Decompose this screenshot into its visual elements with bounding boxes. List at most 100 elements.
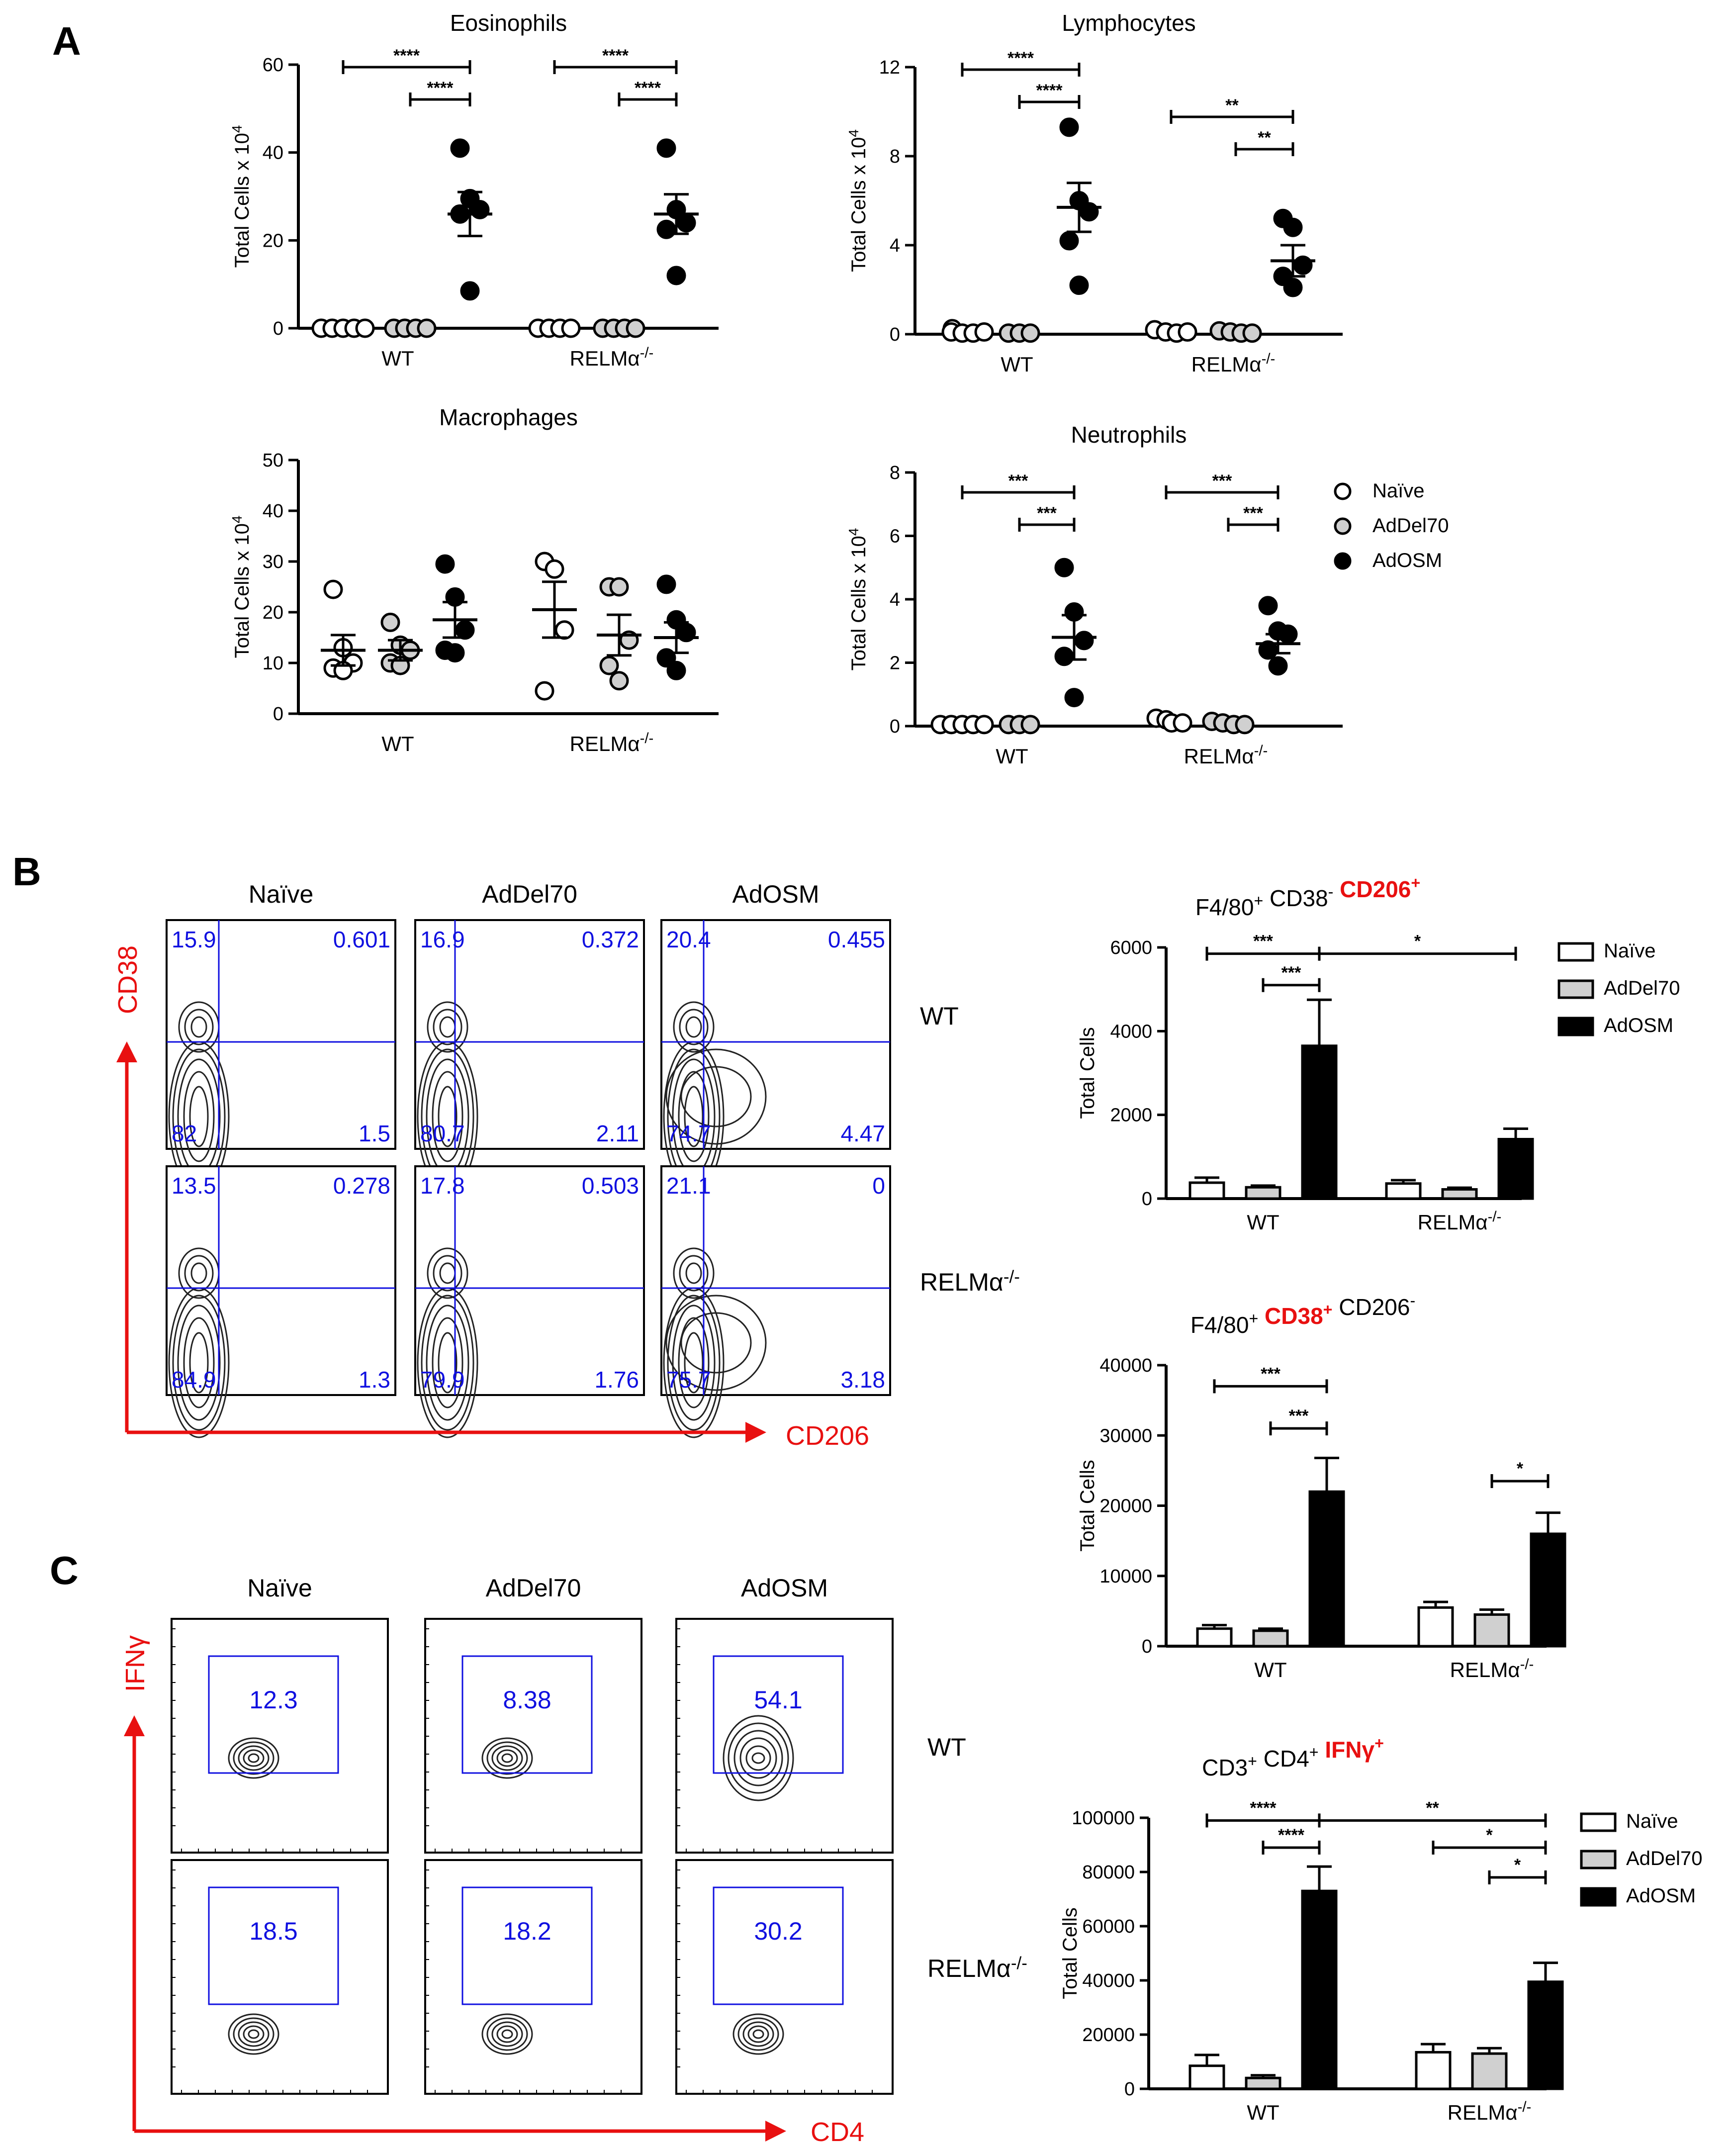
lymphocytes-point (1178, 322, 1197, 342)
lymphocytes-point (1242, 323, 1262, 343)
flow-c-panel-frame (675, 1618, 894, 1854)
lymphocytes-sig-label: **** (1036, 81, 1063, 100)
flow-c-panel-frame (424, 1618, 642, 1854)
lymphocytes-point (1059, 231, 1079, 251)
flow-b-contour (184, 1255, 214, 1292)
lymphocytes-y-tick-label: 4 (890, 235, 900, 256)
flow-c-contour (248, 1753, 260, 1763)
eosinophils-point (666, 266, 686, 285)
flow-c-panel: 18.5 (171, 1859, 389, 2095)
flow-c-gate-value: 12.3 (249, 1686, 297, 1714)
eosinophils-point (470, 200, 490, 219)
macrophages-y-tick-label: 20 (263, 602, 283, 623)
flow-c-contour (737, 2017, 779, 2051)
lymphocytes-point (1283, 217, 1303, 237)
flow-b-panel-frame (660, 919, 891, 1150)
ifng-bar (1188, 2064, 1225, 2090)
flow-b-contour (189, 1086, 209, 1147)
flow-c-contour (486, 1741, 528, 1775)
cd38-sig-label: *** (1289, 1406, 1309, 1425)
flow-b-contour (685, 1262, 702, 1284)
flow-c-column-1: AdDel70 (486, 1574, 581, 1602)
cd38-bar (1530, 1532, 1566, 1648)
flow-b-panel: 20.4 0.455 74.7 4.47 (660, 919, 891, 1192)
lymphocytes-y-tick-label: 12 (879, 57, 900, 78)
flow-b-column-2: AdOSM (732, 880, 819, 908)
neutrophils-y-tick-label: 2 (890, 653, 900, 674)
flow-b-contour (427, 1001, 468, 1053)
neutrophils-group-label: WT (996, 745, 1028, 768)
flow-c-gate-value: 54.1 (754, 1686, 802, 1714)
neutrophils-point (1268, 656, 1288, 676)
ifng-legend-label: AdOSM (1626, 1885, 1696, 1907)
neutrophils-point (1074, 631, 1094, 651)
eosinophils-y-tick-label: 0 (273, 318, 283, 339)
flow-c-gate-value: 18.2 (503, 1917, 551, 1945)
eosinophils-sig-label: **** (635, 79, 661, 97)
panel-label-c: C (50, 1548, 79, 1592)
neutrophils-sig-label: *** (1212, 471, 1232, 490)
flow-b-contour (680, 1312, 752, 1374)
flow-c-contour (745, 1745, 771, 1771)
legend-a-label-adosm: AdOSM (1372, 550, 1442, 571)
cd38-bar (1196, 1627, 1233, 1648)
cd206-bar (1188, 1181, 1225, 1200)
cd206-legend-label: AdDel70 (1604, 977, 1680, 999)
flow-b-panel-frame (660, 1165, 891, 1396)
eosinophils-group-label: RELMα-/- (570, 345, 654, 370)
cd206-legend-swatch (1557, 1017, 1594, 1036)
eosinophils-dot-plot: Eosinophils Total Cells x 104 0 20 40 60 WT REL… (229, 10, 719, 370)
macrophages-point (545, 559, 564, 579)
lymphocytes-y-label: Total Cells x 104 (846, 129, 870, 272)
ifng-sig-label: **** (1278, 1826, 1305, 1845)
flow-c-contour (238, 2021, 270, 2047)
eosinophils-title: Eosinophils (450, 10, 567, 36)
cd206-bar (1441, 1188, 1478, 1200)
flow-b-contour (190, 1016, 207, 1038)
flow-b-contour (438, 1332, 457, 1394)
flow-b-q3: 79.9 (420, 1367, 465, 1393)
flow-b-contour (684, 1086, 704, 1147)
flow-b-q1: 21.1 (666, 1173, 711, 1199)
flow-b-q1: 15.9 (172, 927, 216, 952)
neutrophils-sig-label: *** (1037, 504, 1057, 523)
macrophages-point (554, 620, 574, 640)
flow-c-contour (747, 2025, 769, 2043)
panel-label-a: A (52, 19, 81, 63)
cd206-y-label: Total Cells (1077, 1027, 1098, 1119)
flow-c-contour (732, 2013, 784, 2055)
flow-b-q1: 13.5 (172, 1173, 216, 1199)
flow-b-contour (438, 1086, 457, 1147)
cd206-bar (1385, 1182, 1422, 1200)
flow-c-contour (496, 2025, 518, 2043)
macrophages-point (455, 620, 475, 640)
neutrophils-sig-label: *** (1243, 504, 1263, 523)
cd206-y-tick-label: 6000 (1110, 937, 1152, 958)
macrophages-point (445, 643, 465, 663)
flow-c-panel-frame (424, 1859, 642, 2095)
flow-b-contour (183, 1317, 215, 1408)
eosinophils-point (355, 318, 375, 338)
flow-c-gate (208, 1886, 339, 2005)
flow-b-q4: 1.3 (359, 1367, 390, 1393)
flow-b-q3: 80.7 (420, 1121, 465, 1146)
flow-b-contour (190, 1262, 207, 1284)
flow-b-q4: 2.11 (596, 1121, 639, 1146)
cd38-y-tick-label: 0 (1142, 1636, 1152, 1657)
cd38-y-tick-label: 20000 (1099, 1496, 1152, 1517)
flow-c-row-0: WT (927, 1733, 966, 1761)
legend-a-marker-adosm (1334, 552, 1352, 570)
cd38-bar (1308, 1490, 1345, 1648)
cd38-group-label: WT (1254, 1658, 1286, 1682)
flow-c-panel: 54.1 (675, 1618, 894, 1854)
flow-b-panel-frame (414, 919, 645, 1150)
eosinophils-point (656, 219, 676, 239)
flow-b-contour (673, 1247, 715, 1299)
macrophages-point (435, 554, 455, 574)
flow-c-y-label: IFNγ (120, 1635, 150, 1692)
flow-b-q4: 4.47 (840, 1121, 885, 1146)
panel-label-b: B (12, 849, 41, 894)
flow-c-contour (243, 1749, 265, 1767)
flow-c-contour (243, 2025, 265, 2043)
ifng-bar (1245, 2076, 1281, 2090)
